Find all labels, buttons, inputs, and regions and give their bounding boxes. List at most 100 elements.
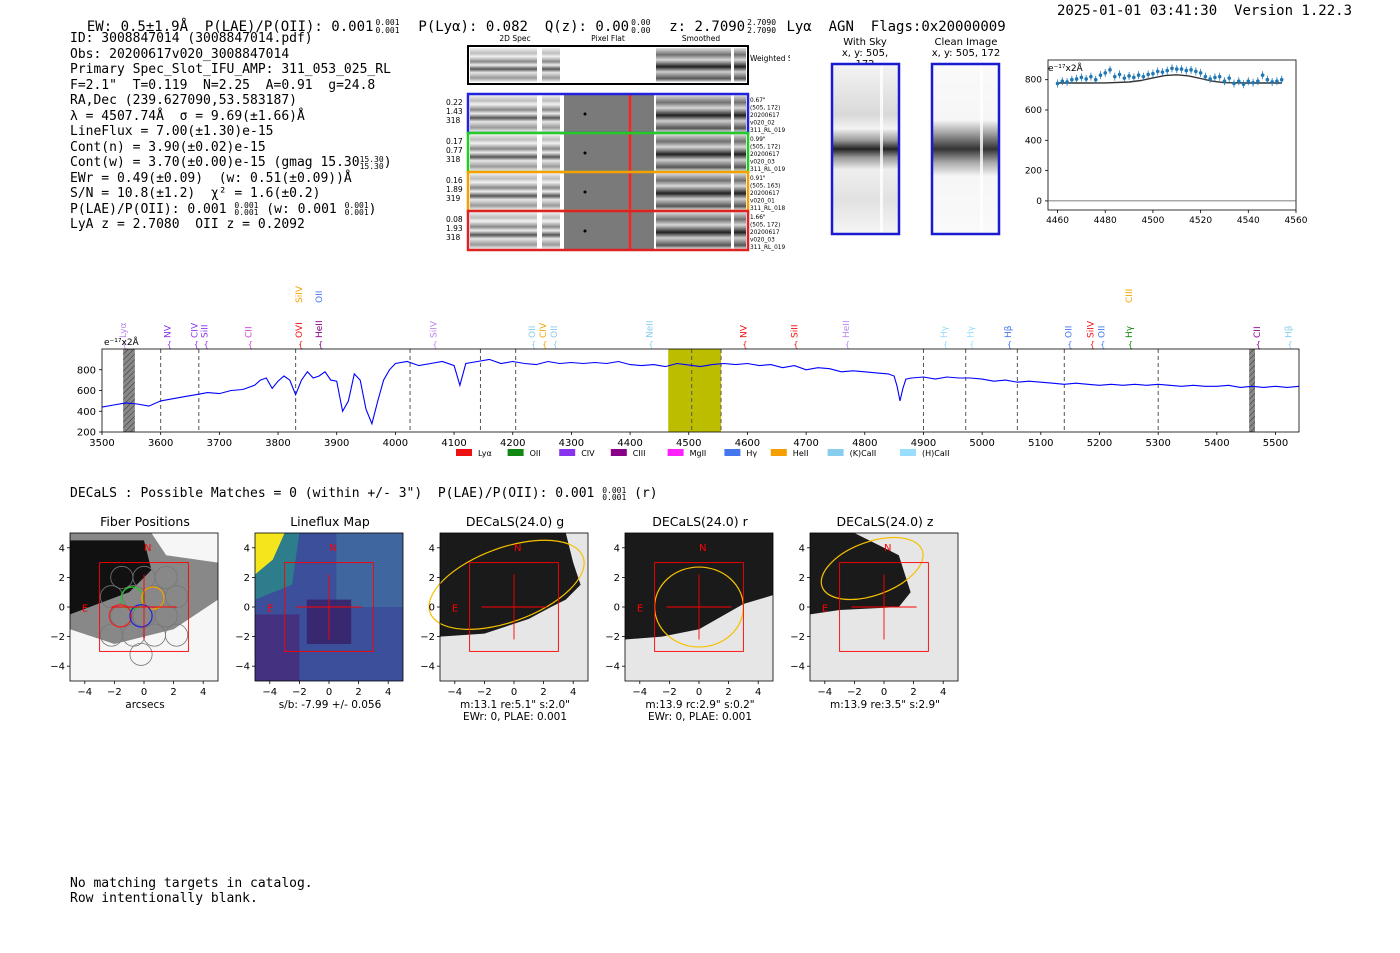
line-id-label: Hβ { — [1284, 325, 1294, 349]
panel-ytick: −2 — [420, 632, 435, 643]
svg-text:OII: OII — [550, 326, 560, 338]
info-contn: Cont(n) = 3.90(±0.02)e-15 — [70, 139, 266, 155]
fit-data-point — [1198, 71, 1203, 75]
panel-caption: s/b: -7.99 +/- 0.056 — [278, 699, 382, 711]
col-title-smoothed: Smoothed — [682, 34, 721, 43]
fit-data-point — [1275, 79, 1279, 84]
fit-data-point — [1189, 68, 1193, 72]
fit-data-point — [1179, 67, 1184, 71]
fiber-info: 311_RL_019 — [750, 167, 785, 173]
fiber-info: 0.67" — [750, 98, 766, 104]
smoothed-cutout — [656, 95, 731, 132]
panel-xtick: −4 — [77, 687, 92, 698]
fit-data-point — [1103, 71, 1108, 75]
svg-text:CIII: CIII — [633, 449, 646, 458]
legend-entry: HeII — [770, 449, 808, 458]
info-primary: Primary Spec_Slot_IFU_AMP: 311_053_025_R… — [70, 62, 391, 77]
spectrum-xtick-label: 3900 — [324, 438, 349, 449]
svg-text:NV: NV — [739, 324, 749, 338]
spectrum-xtick-label: 5000 — [969, 438, 994, 449]
imaging-panel: DECaLS(24.0) g N E −4 −4 −2 −2 0 0 2 2 4 4 m:13.1 re:… — [420, 514, 610, 723]
panel-xtick: 2 — [910, 687, 916, 698]
fiber-weight: 0.08 — [446, 215, 463, 224]
fit-data-point — [1084, 77, 1088, 81]
full-spectrum-chart: 3500 3600 3700 3800 3900 4000 4100 4200 4300 4400… — [77, 285, 1300, 458]
svg-text:CIII: CIII — [1125, 289, 1135, 303]
fit-data-point — [1194, 69, 1198, 74]
zoom-xtick-label: 4480 — [1094, 216, 1117, 226]
imaging-panel: Lineflux Map N E −4 −4 −2 −2 0 0 2 2 4 4 s/b: -7.99 +… — [235, 514, 425, 711]
fit-data-point — [1089, 74, 1093, 79]
svg-text:{: { — [648, 340, 653, 349]
spectrum-ytick-label: 200 — [77, 428, 96, 439]
line-id-label: Hγ { — [1125, 325, 1135, 349]
svg-text:NV: NV — [164, 324, 174, 338]
detection-info: ID: 3008847014 (3008847014.pdf) Obs: 202… — [70, 31, 392, 233]
legend-entry: MgII — [667, 449, 706, 458]
fit-data-point — [1151, 71, 1155, 76]
panel-title: Lineflux Map — [290, 514, 370, 529]
compass-north: N — [699, 543, 706, 554]
pixel-flat-cutout — [564, 134, 654, 171]
aperture-box — [469, 562, 559, 652]
panel-xtick: −4 — [447, 687, 462, 698]
svg-text:(H)CaII: (H)CaII — [922, 449, 949, 458]
svg-text:CII: CII — [245, 326, 255, 338]
fiber-info: v020_03 — [750, 160, 775, 166]
panel-xtick: 4 — [570, 687, 576, 698]
fiber-info: (505, 172) — [750, 106, 780, 112]
svg-text:OII: OII — [1064, 326, 1074, 338]
svg-text:SiII: SiII — [201, 324, 211, 338]
spectrum-ytick-label: 800 — [77, 365, 96, 376]
fiber-info: v020_02 — [750, 121, 775, 127]
panel-plot: N E −4 −4 −2 −2 0 0 2 2 4 4 — [605, 532, 774, 698]
svg-text:OII: OII — [1097, 326, 1107, 338]
svg-text:{: { — [194, 340, 199, 349]
panel-ytick: −4 — [605, 662, 620, 673]
fit-data-point — [1060, 79, 1065, 84]
pixel-flat-cutout — [564, 95, 654, 132]
svg-text:{: { — [1256, 340, 1261, 349]
svg-text:{: { — [845, 340, 850, 349]
panel-ytick: −2 — [605, 632, 620, 643]
fiber-weight: 0.77 — [446, 146, 463, 155]
svg-text:HeII: HeII — [315, 320, 325, 338]
decals-summary: DECaLS : Possible Matches = 0 (within +/… — [70, 485, 658, 502]
spectrum-ytick-label: 600 — [77, 386, 96, 397]
zoom-ytick-label: 400 — [1025, 136, 1042, 146]
spectrum-xtick-label: 4200 — [500, 438, 525, 449]
zoom-xtick-label: 4500 — [1141, 216, 1164, 226]
with-sky-image — [830, 62, 901, 236]
fit-data-point — [1184, 68, 1189, 73]
svg-text:CIV: CIV — [581, 449, 595, 458]
spectrum-line — [101, 358, 1300, 426]
line-id-label: HeII { — [842, 320, 852, 349]
svg-text:Hγ: Hγ — [940, 325, 950, 338]
line-id-label: CII { — [245, 326, 255, 349]
svg-text:Hγ: Hγ — [1125, 325, 1135, 338]
fit-data-point — [1217, 74, 1222, 79]
info-radec: RA,Dec (239.627090,53.583187) — [70, 93, 297, 108]
svg-text:{: { — [793, 340, 798, 349]
info-lineflux: LineFlux = 7.00(±1.30)e-15 — [70, 124, 274, 139]
aperture-box — [654, 562, 744, 652]
line-id-label: Hβ { — [1004, 325, 1014, 349]
fit-data-point — [1270, 80, 1274, 84]
panel-ytick: 2 — [614, 573, 620, 584]
spectrum-xtick-label: 4400 — [617, 438, 642, 449]
line-id-label: SiII { — [790, 324, 800, 349]
panel-title: DECaLS(24.0) r — [652, 514, 748, 529]
svg-text:{: { — [167, 340, 172, 349]
panel-title: DECaLS(24.0) g — [465, 514, 565, 529]
panel-ytick: −2 — [235, 632, 250, 643]
galaxy-image — [810, 533, 911, 615]
line-id-label: OII { — [550, 326, 560, 349]
smoothed-cutout — [656, 134, 731, 171]
compass-east: E — [267, 603, 273, 614]
spectrum-xtick-label: 4000 — [383, 438, 408, 449]
fit-data-point — [1155, 69, 1160, 74]
fit-data-point — [1256, 79, 1260, 84]
panel-ytick: 4 — [614, 543, 620, 554]
weighted-sum-label: Weighted Sum — [750, 54, 790, 63]
